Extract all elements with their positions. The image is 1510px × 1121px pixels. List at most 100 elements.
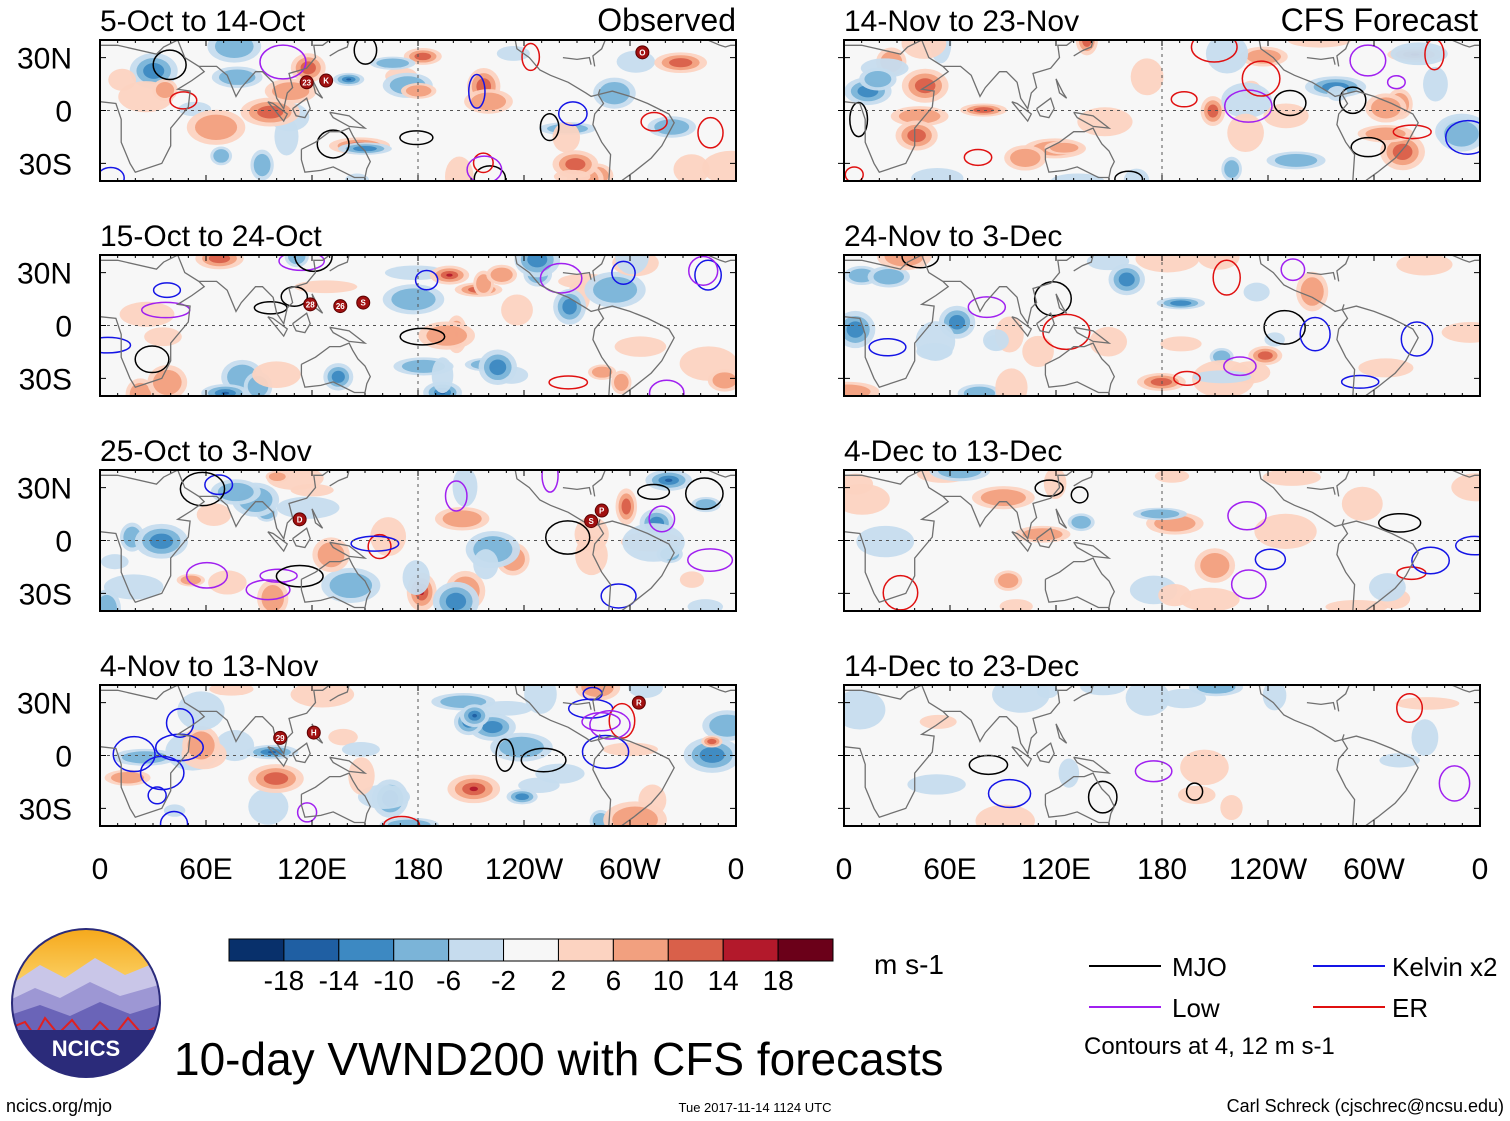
- map-panel: 30N 0 30S 5-Oct to 14-Oct 23 K O: [17, 5, 737, 182]
- lat-tick-label: 0: [55, 741, 72, 774]
- logo-text: NCICS: [52, 1036, 120, 1061]
- storm-marker-label: K: [323, 77, 329, 86]
- lat-tick-label: 0: [55, 311, 72, 344]
- column-header-forecast: CFS Forecast: [1281, 2, 1478, 38]
- lon-tick-label: 0: [1472, 853, 1489, 886]
- storm-marker-label: P: [599, 507, 605, 516]
- storm-marker: R: [631, 695, 646, 710]
- colorbar-tick-label: -10: [373, 965, 413, 996]
- lon-tick-label: 0: [728, 853, 745, 886]
- lat-tick-label: 30S: [19, 363, 72, 396]
- storm-marker-label: S: [361, 299, 367, 308]
- legend: MJO Kelvin x2 Low ER Contours at 4, 12 m…: [1084, 952, 1498, 1060]
- storm-marker-label: S: [588, 517, 594, 526]
- lat-tick-label: 30N: [17, 688, 72, 721]
- storm-marker-label: 26: [336, 302, 345, 311]
- colorbar-tick-label: -2: [491, 965, 516, 996]
- map-panel: 14-Dec to 23-Dec: [838, 650, 1481, 827]
- lat-tick-label: 0: [55, 526, 72, 559]
- storm-marker: S: [356, 295, 371, 310]
- colorbar-tick-label: -18: [264, 965, 304, 996]
- panel-date-label: 14-Dec to 23-Dec: [844, 650, 1079, 683]
- figure-title: 10-day VWND200 with CFS forecasts: [174, 1033, 944, 1085]
- panel-date-label: 25-Oct to 3-Nov: [100, 435, 312, 468]
- lat-tick-label: 30S: [19, 148, 72, 181]
- lat-tick-label: 30N: [17, 258, 72, 291]
- colorbar-tick-label: 14: [708, 965, 739, 996]
- legend-label-kelvin: Kelvin x2: [1392, 952, 1498, 982]
- panel-date-label: 14-Nov to 23-Nov: [844, 5, 1079, 38]
- colorbar-swatch: [283, 938, 340, 962]
- lon-tick-label: 120E: [1021, 853, 1091, 886]
- legend-label-er: ER: [1392, 993, 1428, 1023]
- storm-marker-label: 29: [276, 734, 285, 743]
- map-panel: 4-Dec to 13-Dec: [838, 435, 1481, 612]
- ncics-logo: NCICS: [11, 928, 161, 1078]
- storm-marker-label: 28: [306, 300, 315, 309]
- storm-marker: P: [594, 503, 609, 518]
- storm-marker: D: [292, 512, 307, 527]
- legend-label-mjo: MJO: [1172, 952, 1227, 982]
- lat-tick-label: 30S: [19, 578, 72, 611]
- colorbar-swatch: [338, 938, 395, 962]
- colorbar-units: m s-1: [874, 949, 944, 980]
- lon-tick-label: 180: [1137, 853, 1187, 886]
- x-axis-right: 0 60E 120E 180 120W 60W 0: [836, 853, 1489, 886]
- lon-tick-label: 120W: [1229, 853, 1308, 886]
- lon-tick-label: 60E: [179, 853, 232, 886]
- storm-marker-label: 23: [302, 78, 311, 87]
- lat-tick-label: 30S: [19, 793, 72, 826]
- colorbar-tick-label: -6: [436, 965, 461, 996]
- colorbar-swatch: [722, 938, 779, 962]
- column-header-observed: Observed: [597, 2, 736, 38]
- storm-marker-label: O: [639, 48, 645, 57]
- storm-marker-label: D: [297, 515, 303, 524]
- lon-tick-label: 60W: [1343, 853, 1405, 886]
- contour-note: Contours at 4, 12 m s-1: [1084, 1033, 1335, 1060]
- lon-tick-label: 180: [393, 853, 443, 886]
- storm-marker: 29: [273, 730, 288, 745]
- map-panel: 30N 0 30S 4-Nov to 13-Nov 29 H R: [17, 650, 737, 827]
- map-panel: 24-Nov to 3-Dec: [838, 220, 1481, 397]
- storm-marker: 28: [303, 297, 318, 312]
- colorbar-swatch: [557, 938, 614, 962]
- legend-label-low: Low: [1172, 993, 1220, 1023]
- lon-tick-label: 120W: [485, 853, 564, 886]
- footer-author: Carl Schreck (cjschrec@ncsu.edu): [1227, 1096, 1504, 1116]
- footer-url: ncics.org/mjo: [6, 1096, 112, 1116]
- colorbar-swatch: [448, 938, 505, 962]
- colorbar-tick-label: 6: [606, 965, 622, 996]
- panel-date-label: 15-Oct to 24-Oct: [100, 220, 322, 253]
- lon-tick-label: 60W: [599, 853, 661, 886]
- colorbar-tick-label: 18: [763, 965, 794, 996]
- storm-marker: 23: [299, 75, 314, 90]
- storm-marker-label: H: [311, 729, 317, 738]
- storm-marker: K: [319, 73, 334, 88]
- colorbar-swatch: [667, 938, 724, 962]
- panel-date-label: 5-Oct to 14-Oct: [100, 5, 306, 38]
- lat-tick-label: 30N: [17, 473, 72, 506]
- map-panel: 14-Nov to 23-Nov: [838, 5, 1481, 182]
- colorbar-tick-label: 2: [551, 965, 567, 996]
- storm-marker: O: [635, 45, 650, 60]
- lat-tick-label: 30N: [17, 43, 72, 76]
- lon-tick-label: 120E: [277, 853, 347, 886]
- lon-tick-label: 0: [836, 853, 853, 886]
- map-panel: 30N 0 30S 25-Oct to 3-Nov D SP: [17, 435, 737, 612]
- storm-marker-label: R: [636, 699, 642, 708]
- lon-tick-label: 0: [92, 853, 109, 886]
- colorbar: -18 -14 -10 -6 -2 2 6 10 14 18: [228, 938, 834, 996]
- colorbar-swatch: [393, 938, 450, 962]
- colorbar-swatch: [777, 938, 834, 962]
- storm-marker: S: [584, 514, 599, 529]
- x-axis-left: 0 60E 120E 180 120W 60W 0: [92, 853, 745, 886]
- panel-date-label: 4-Dec to 13-Dec: [844, 435, 1062, 468]
- colorbar-swatch: [503, 938, 559, 962]
- lon-tick-label: 60E: [923, 853, 976, 886]
- colorbar-swatch: [612, 938, 669, 962]
- map-panel: 30N 0 30S 15-Oct to 24-Oct 28 26 S: [17, 220, 737, 397]
- storm-marker: H: [306, 725, 321, 740]
- storm-marker: 26: [333, 299, 348, 314]
- colorbar-swatch: [228, 938, 285, 962]
